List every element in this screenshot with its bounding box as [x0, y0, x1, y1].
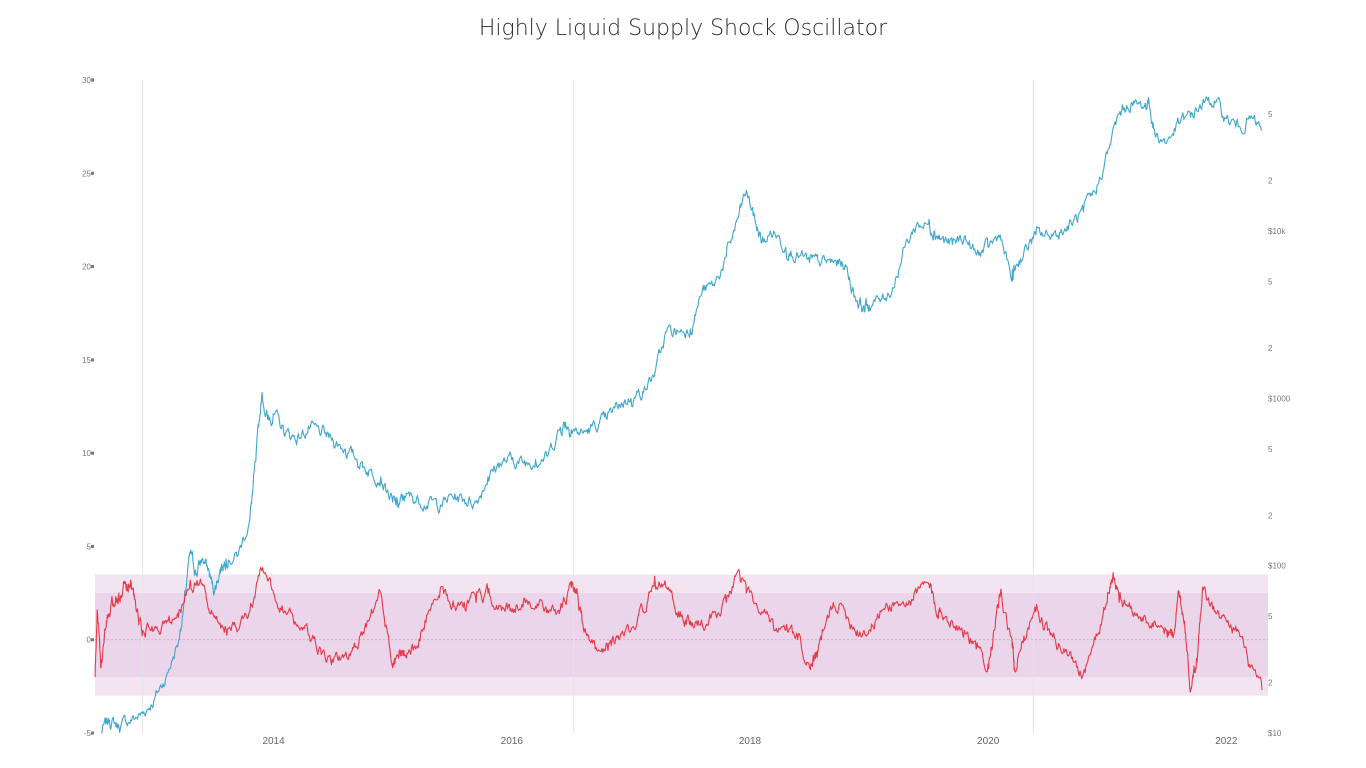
left-axis-tick-label: 10 [82, 449, 91, 458]
right-axis-tick-label: 2 [1268, 177, 1273, 186]
left-axis-tick-mark [91, 544, 94, 548]
grid-lines [95, 80, 1268, 733]
chart-title: Highly Liquid Supply Shock Oscillator [478, 16, 888, 41]
right-axis-tick-label: 2 [1268, 344, 1273, 353]
left-axis-tick-mark [91, 171, 94, 175]
x-axis-tick-label: 2022 [1215, 736, 1238, 747]
x-axis-tick-label: 2014 [263, 736, 286, 747]
left-axis-tick-label: 0 [87, 636, 92, 645]
left-axis-tick-mark [91, 451, 94, 455]
right-axis-tick-label: 5 [1268, 277, 1273, 286]
right-axis-tick-label: 5 [1268, 445, 1273, 454]
left-axis-tick-label: 30 [82, 76, 91, 85]
left-axis-tick-mark [91, 265, 94, 269]
left-axis-tick-label: 5 [87, 542, 92, 551]
oscillator-series-line [94, 567, 1263, 693]
left-axis-tick-label: -5 [84, 729, 92, 738]
left-axis-tick-mark [91, 638, 94, 642]
right-axis-tick-label: 2 [1268, 511, 1273, 520]
price-series-line [100, 96, 1263, 734]
x-axis-tick-label: 2020 [977, 736, 1000, 747]
right-axis-tick-label: $100 [1268, 562, 1286, 571]
right-axis-tick-label: 5 [1268, 110, 1273, 119]
left-axis-tick-mark [91, 358, 94, 362]
x-axis-ticks: 2014 2016 2018 2020 2022 [263, 736, 1238, 747]
right-axis-tick-label: $1000 [1268, 394, 1291, 403]
series-lines [94, 96, 1263, 734]
left-axis-tick-mark [91, 731, 94, 735]
x-axis-tick-label: 2016 [501, 736, 524, 747]
right-axis-tick-label: 5 [1268, 612, 1273, 621]
left-axis-tick-label: 20 [82, 263, 91, 272]
left-axis-tick-label: 25 [82, 169, 91, 178]
left-axis-tick-mark [91, 78, 94, 82]
right-axis-tick-label: 2 [1268, 679, 1273, 688]
right-axis-ticks: $10 2 5 $100 2 5 $1000 2 5 $10k 2 5 [1268, 110, 1291, 738]
left-axis-tick-label: 15 [82, 356, 91, 365]
left-axis-ticks: -5 0 5 10 15 20 25 30 [82, 76, 94, 738]
oscillator-band-1 [95, 593, 1268, 678]
x-axis-tick-label: 2018 [739, 736, 762, 747]
right-axis-tick-label: $10k [1268, 227, 1286, 236]
oscillator-bands [95, 574, 1268, 696]
right-axis-tick-label: $10 [1268, 729, 1282, 738]
